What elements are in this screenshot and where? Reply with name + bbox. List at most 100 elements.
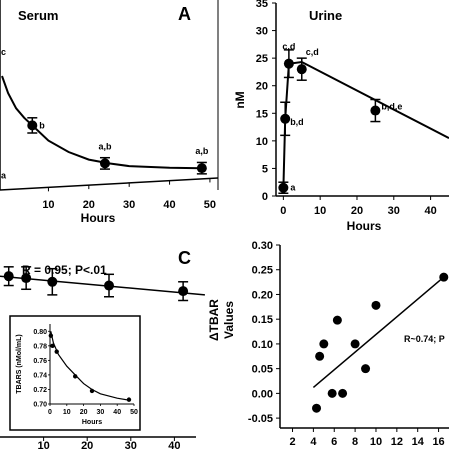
panel-b-point-label: c,d — [306, 47, 319, 57]
panel-c-inset-data-point — [54, 349, 59, 354]
panel-b-y-tick-label: 10 — [256, 136, 268, 148]
panel-a-x-tick-label: 40 — [163, 199, 175, 211]
panel-d-x-tick-label: 8 — [352, 436, 358, 448]
panel-a-point-label: b — [39, 120, 45, 130]
panel-c-inset-y-tick-label: 0.70 — [33, 402, 47, 409]
panel-a-fit-curve — [1, 75, 202, 170]
panel-c-inset-y-tick-label: 0.72 — [33, 387, 47, 394]
panel-a-x-tick-label: 30 — [123, 199, 135, 211]
panel-d-y-tick-label: 0.25 — [252, 265, 273, 277]
panel-c-inset-x-tick-label: 20 — [80, 409, 88, 416]
panel-a-point-label: a,b — [195, 146, 209, 156]
panel-c-correlation: 10 20 30 40 C R = 0.95; P<.01 0.70 0.72 0.74 0.76… — [0, 248, 205, 449]
panel-c-inset-frame — [9, 315, 141, 431]
panel-d-x-tick-label: 12 — [391, 436, 403, 448]
panel-d-data-point — [439, 272, 449, 282]
panel-a-serum: 10 20 30 40 50 Hours Serum Ab a,b a,b c a — [0, 0, 219, 225]
panel-d-data-point — [327, 388, 337, 398]
panel-b-y-tick-label: 15 — [256, 108, 268, 120]
panel-a-x-tick-label: 50 — [204, 199, 216, 211]
panel-a-x-tick-label: 10 — [42, 199, 54, 211]
panel-d-x-tick-label: 14 — [412, 436, 425, 448]
panel-c-annotation: R = 0.95; P<.01 — [22, 263, 107, 277]
panel-a-point-label: a,b — [98, 141, 112, 151]
panel-b-urine: 0 5 10 15 20 25 30 35 0 10 20 30 40 Hours nM Urine a b,d c… — [233, 0, 449, 233]
panel-c-inset-x-tick-label: 0 — [48, 409, 52, 416]
panel-d-x-tick-label: 10 — [370, 436, 382, 448]
panel-d-data-point — [319, 339, 329, 349]
panel-d-x-tick-label: 2 — [289, 436, 295, 448]
panel-c-inset-data-point — [89, 388, 95, 394]
panel-d-data-point — [371, 300, 381, 310]
panel-c-inset-x-axis-title: Hours — [82, 419, 102, 426]
panel-b-data-point — [283, 58, 294, 69]
panel-c-inset-x-tick-label: 30 — [97, 409, 105, 416]
panel-b-y-axis-title: nM — [233, 91, 247, 108]
panel-b-x-tick-label: 40 — [424, 205, 436, 217]
panel-c-letter: C — [178, 248, 191, 268]
panel-c-data-point — [47, 276, 58, 287]
panel-d-data-point — [332, 315, 342, 325]
panel-c-data-point — [178, 286, 189, 297]
panel-b-data-point — [370, 105, 381, 116]
panel-b-y-tick-label: 25 — [256, 53, 268, 65]
panel-c-x-tick-label: 30 — [125, 440, 137, 449]
panel-b-title: Urine — [309, 8, 342, 23]
panel-c-inset-data-point — [48, 333, 54, 338]
panel-a-x-axis — [0, 177, 219, 191]
panel-c-x-tick-label: 20 — [81, 440, 93, 449]
panel-d-y-tick-label: -0.05 — [248, 413, 273, 425]
panel-d-y-axis-title-line2: Values — [222, 301, 236, 339]
panel-b-point-label: c,d — [282, 42, 295, 52]
panel-a-title: Serum — [18, 8, 58, 23]
panel-d-annotation: R~0.74; P — [404, 334, 445, 344]
panel-c-inset-x-tick-label: 40 — [113, 409, 121, 416]
panel-d-y-tick-label: 0.05 — [252, 364, 273, 376]
panel-d-data-point — [315, 351, 325, 361]
panel-b-data-point — [280, 113, 291, 124]
panel-c-inset-data-point — [126, 397, 132, 402]
panel-d-data-point — [338, 388, 348, 398]
panel-b-y-tick-label: 20 — [256, 81, 268, 93]
panel-b-y-tick-label: 35 — [256, 0, 268, 10]
panel-a-letter: A — [178, 4, 191, 24]
panel-d-y-tick-label: 0.00 — [252, 388, 273, 400]
panel-c-inset-data-point — [50, 343, 55, 349]
panel-a-x-tick-label: 20 — [83, 199, 95, 211]
panel-b-y-tick-label: 0 — [262, 191, 268, 203]
panel-d-x-tick-label: 16 — [432, 436, 444, 448]
panel-c-data-point — [21, 273, 32, 284]
panel-b-point-label: b,d — [290, 117, 304, 127]
panel-c-inset-x-tick-label: 10 — [63, 409, 71, 416]
panel-b-x-tick-label: 10 — [314, 205, 326, 217]
panel-b-data-point — [296, 64, 307, 75]
panel-d-y-tick-label: 0.10 — [252, 339, 273, 351]
panel-c-x-tick-label: 40 — [168, 440, 180, 449]
panel-d-data-point — [350, 339, 360, 349]
panel-d-y-tick-label: 0.20 — [252, 289, 273, 301]
panel-d-y-tick-label: 0.15 — [252, 314, 273, 326]
panel-d-x-tick-label: 6 — [331, 436, 337, 448]
panel-c-x-tick-label: 10 — [37, 440, 49, 449]
panel-c-inset-fit-curve — [50, 331, 131, 401]
panel-b-point-label: a — [290, 183, 296, 193]
panel-c-inset-y-tick-label: 0.78 — [33, 343, 47, 350]
panel-d-y-tick-label: 0.30 — [252, 240, 273, 252]
panel-c-inset-y-tick-label: 0.80 — [33, 329, 47, 336]
panel-c-inset-y-axis-title: TBARS (nMol/mL) — [16, 334, 23, 394]
panel-d-y-axis-title-line1: ΔTBAR — [207, 299, 221, 341]
panel-b-y-tick-label: 5 — [262, 163, 268, 175]
panel-c-inset-y-tick-label: 0.76 — [33, 358, 47, 365]
panel-d-fit-line — [312, 276, 445, 388]
panel-b-x-tick-label: 30 — [388, 205, 400, 217]
panel-b-x-tick-label: 0 — [280, 205, 286, 217]
panel-c-inset-y-tick-label: 0.74 — [33, 372, 47, 379]
panel-c-data-point — [104, 280, 114, 291]
panel-a-edge-label: a — [1, 171, 7, 181]
panel-c-fit-line — [0, 275, 205, 296]
panel-b-x-tick-label: 20 — [351, 205, 363, 217]
panel-b-y-tick-label: 30 — [256, 26, 268, 38]
panel-a-data-point — [27, 120, 38, 131]
panel-d-delta-tbar-scatter: -0.05 0.00 0.05 0.10 0.15 0.20 0.25 0.30 2 4 6 8 10 1… — [207, 240, 449, 448]
